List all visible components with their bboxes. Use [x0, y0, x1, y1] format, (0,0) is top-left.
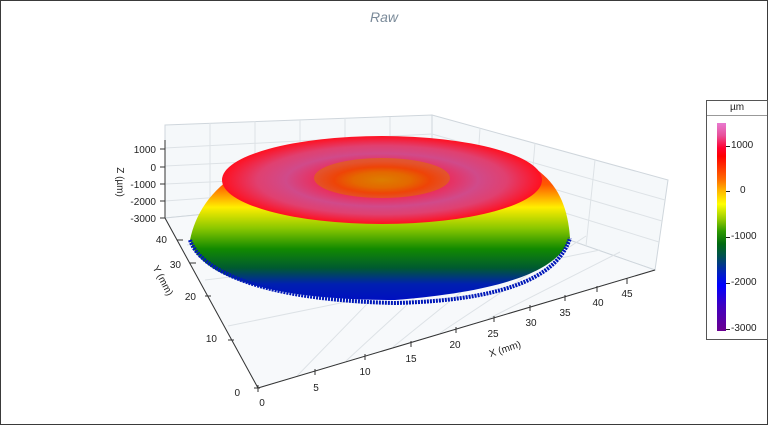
x-tick: 0 — [259, 398, 265, 409]
x-tick: 5 — [313, 383, 319, 394]
legend-label: -1000 — [731, 231, 757, 242]
x-tick: 40 — [592, 298, 604, 309]
x-tick: 10 — [359, 367, 371, 378]
x-tick: 45 — [621, 289, 633, 300]
y-tick: 30 — [170, 260, 182, 271]
legend-tick — [726, 237, 730, 238]
z-tick: 1000 — [134, 145, 157, 156]
legend-tick — [726, 283, 730, 284]
x-tick: 20 — [449, 340, 461, 351]
x-axis-label: X (mm) — [488, 339, 523, 360]
x-tick: 25 — [487, 329, 499, 340]
y-tick: 40 — [156, 235, 168, 246]
legend-tick — [726, 329, 730, 330]
y-tick: 20 — [185, 292, 197, 303]
color-legend: µm 1000 0 -1000 -2000 -3000 — [706, 100, 768, 340]
z-tick: -2000 — [130, 197, 156, 208]
chart-title: Raw — [369, 9, 398, 25]
legend-label: -2000 — [731, 277, 757, 288]
torus-surface — [188, 136, 572, 306]
y-tick: 10 — [206, 334, 218, 345]
z-axis: 1000 0 -1000 -2000 -3000 Z (µm) — [114, 145, 165, 225]
colorbar — [717, 123, 726, 331]
z-tick: -3000 — [130, 214, 156, 225]
z-axis-label: Z (µm) — [114, 167, 125, 197]
x-tick: 15 — [405, 354, 417, 365]
z-tick: 0 — [150, 163, 156, 174]
legend-label: 0 — [740, 185, 746, 196]
x-tick: 35 — [559, 308, 571, 319]
legend-unit: µm — [707, 101, 767, 116]
y-tick: 0 — [234, 388, 240, 399]
z-tick: -1000 — [130, 180, 156, 191]
legend-label: 1000 — [731, 140, 754, 151]
x-tick: 30 — [525, 318, 537, 329]
legend-tick — [726, 191, 730, 192]
legend-tick — [726, 146, 730, 147]
legend-label: -3000 — [731, 323, 757, 334]
